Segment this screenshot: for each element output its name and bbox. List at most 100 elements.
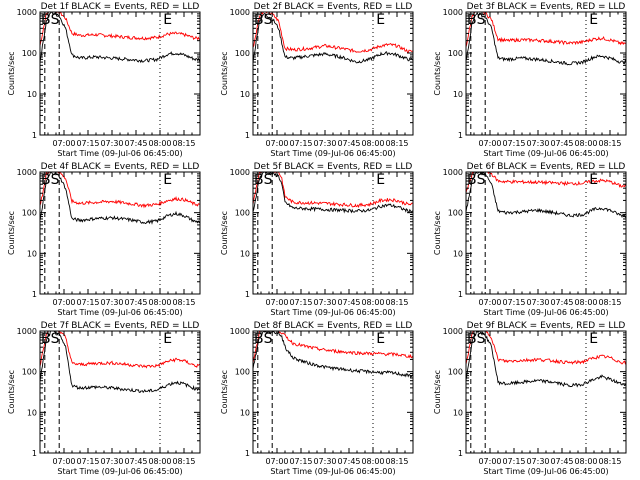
region-label-s: S xyxy=(477,12,486,28)
plot-frame xyxy=(39,330,201,454)
x-axis-label: Start Time (09-Jul-06 06:45:00) xyxy=(483,149,608,158)
y-tick-label: 1000 xyxy=(17,168,37,177)
y-tick-label: 100 xyxy=(235,49,250,58)
region-label-b: B xyxy=(254,12,264,28)
y-tick-label: 1000 xyxy=(230,8,250,17)
x-tick-label: 07:15 xyxy=(502,139,525,148)
lld-series-line xyxy=(253,172,413,209)
x-tick-label: 07:30 xyxy=(100,298,123,307)
x-tick-label: 07:00 xyxy=(478,298,501,307)
y-tick-label: 1 xyxy=(245,131,250,140)
y-tick-label: 100 xyxy=(448,368,463,377)
y-tick-label: 10 xyxy=(240,90,250,99)
x-axis-label: Start Time (09-Jul-06 06:45:00) xyxy=(483,308,608,317)
x-tick-label: 07:15 xyxy=(289,298,312,307)
x-tick-label: 08:15 xyxy=(385,457,408,466)
x-axis-label: Start Time (09-Jul-06 06:45:00) xyxy=(270,308,395,317)
detector-panel-2: 1 10 100 1000 07:00 07:15 07:30 07:45 08:00 08:15… xyxy=(220,2,414,158)
x-tick-label: 07:45 xyxy=(124,298,147,307)
y-tick-label: 10 xyxy=(27,408,37,417)
y-axis-label: Counts/sec xyxy=(7,211,16,255)
x-tick-label: 07:00 xyxy=(265,298,288,307)
lld-series-line xyxy=(466,172,626,194)
lld-series-line xyxy=(40,331,200,369)
x-tick-label: 07:30 xyxy=(313,457,336,466)
region-label-s: S xyxy=(264,172,273,188)
x-axis-label: Start Time (09-Jul-06 06:45:00) xyxy=(57,308,182,317)
panel-title: Det 7f BLACK = Events, RED = LLD xyxy=(41,321,200,331)
x-axis-label: Start Time (09-Jul-06 06:45:00) xyxy=(270,467,395,476)
x-tick-label: 08:00 xyxy=(361,457,384,466)
events-series-line xyxy=(466,331,626,388)
plot-frame xyxy=(465,171,627,295)
region-label-e: E xyxy=(589,331,598,347)
x-tick-label: 07:15 xyxy=(289,139,312,148)
panel-title: Det 8f BLACK = Events, RED = LLD xyxy=(254,321,413,331)
x-tick-label: 08:00 xyxy=(574,298,597,307)
region-label-s: S xyxy=(264,12,273,28)
events-series-line xyxy=(40,331,200,394)
detector-panel-1: 1 10 100 1000 07:00 07:15 07:30 07:45 08:00 08:15… xyxy=(7,2,201,158)
x-tick-label: 08:00 xyxy=(148,139,171,148)
y-tick-label: 1 xyxy=(32,131,37,140)
y-axis-label: Counts/sec xyxy=(433,51,442,95)
y-tick-label: 10 xyxy=(240,249,250,258)
x-tick-label: 07:30 xyxy=(526,139,549,148)
x-tick-label: 07:30 xyxy=(100,457,123,466)
y-axis-label: Counts/sec xyxy=(7,370,16,414)
region-label-b: B xyxy=(254,331,264,347)
detector-panel-3: 1 10 100 1000 07:00 07:15 07:30 07:45 08:00 08:15… xyxy=(433,2,627,158)
plot-frame xyxy=(465,11,627,136)
plot-frame xyxy=(39,171,201,295)
region-label-b: B xyxy=(41,172,51,188)
detector-panel-9: 1 10 100 1000 07:00 07:15 07:30 07:45 08:00 08:15… xyxy=(433,321,627,476)
x-axis-label: Start Time (09-Jul-06 06:45:00) xyxy=(57,467,182,476)
panel-title: Det 4f BLACK = Events, RED = LLD xyxy=(41,162,200,172)
region-label-e: E xyxy=(589,12,598,28)
region-label-e: E xyxy=(376,172,385,188)
events-series-line xyxy=(40,12,200,64)
lld-series-line xyxy=(253,12,413,54)
region-label-e: E xyxy=(376,331,385,347)
events-series-line xyxy=(40,172,200,225)
y-tick-label: 1000 xyxy=(443,8,463,17)
x-tick-label: 07:15 xyxy=(76,298,99,307)
plot-frame xyxy=(39,11,201,136)
y-tick-label: 1000 xyxy=(230,327,250,336)
x-tick-label: 08:00 xyxy=(148,457,171,466)
x-tick-label: 08:15 xyxy=(385,139,408,148)
y-tick-label: 100 xyxy=(235,368,250,377)
y-tick-label: 10 xyxy=(27,90,37,99)
x-tick-label: 07:00 xyxy=(52,457,75,466)
x-tick-label: 07:00 xyxy=(52,139,75,148)
events-series-line xyxy=(253,331,413,378)
y-tick-label: 10 xyxy=(453,408,463,417)
region-label-e: E xyxy=(589,172,598,188)
y-tick-label: 1000 xyxy=(230,168,250,177)
y-axis-label: Counts/sec xyxy=(433,370,442,414)
y-tick-label: 100 xyxy=(22,49,37,58)
x-tick-label: 07:45 xyxy=(124,139,147,148)
x-tick-label: 07:00 xyxy=(265,139,288,148)
y-tick-label: 1000 xyxy=(17,327,37,336)
panel-title: Det 1f BLACK = Events, RED = LLD xyxy=(41,2,200,12)
x-tick-label: 07:30 xyxy=(526,457,549,466)
x-tick-label: 07:45 xyxy=(550,139,573,148)
events-series-line xyxy=(466,12,626,66)
x-tick-label: 07:00 xyxy=(478,457,501,466)
events-series-line xyxy=(466,172,626,219)
x-tick-label: 08:15 xyxy=(172,298,195,307)
x-tick-label: 07:45 xyxy=(550,298,573,307)
lld-series-line xyxy=(466,331,626,365)
x-tick-label: 07:30 xyxy=(526,298,549,307)
plot-frame xyxy=(465,330,627,454)
plot-frame xyxy=(252,171,414,295)
region-label-b: B xyxy=(41,331,51,347)
x-tick-label: 08:00 xyxy=(361,139,384,148)
y-axis-label: Counts/sec xyxy=(433,211,442,255)
plot-frame xyxy=(252,11,414,136)
x-axis-label: Start Time (09-Jul-06 06:45:00) xyxy=(57,149,182,158)
x-tick-label: 07:00 xyxy=(265,457,288,466)
x-tick-label: 08:15 xyxy=(598,298,621,307)
x-axis-label: Start Time (09-Jul-06 06:45:00) xyxy=(483,467,608,476)
